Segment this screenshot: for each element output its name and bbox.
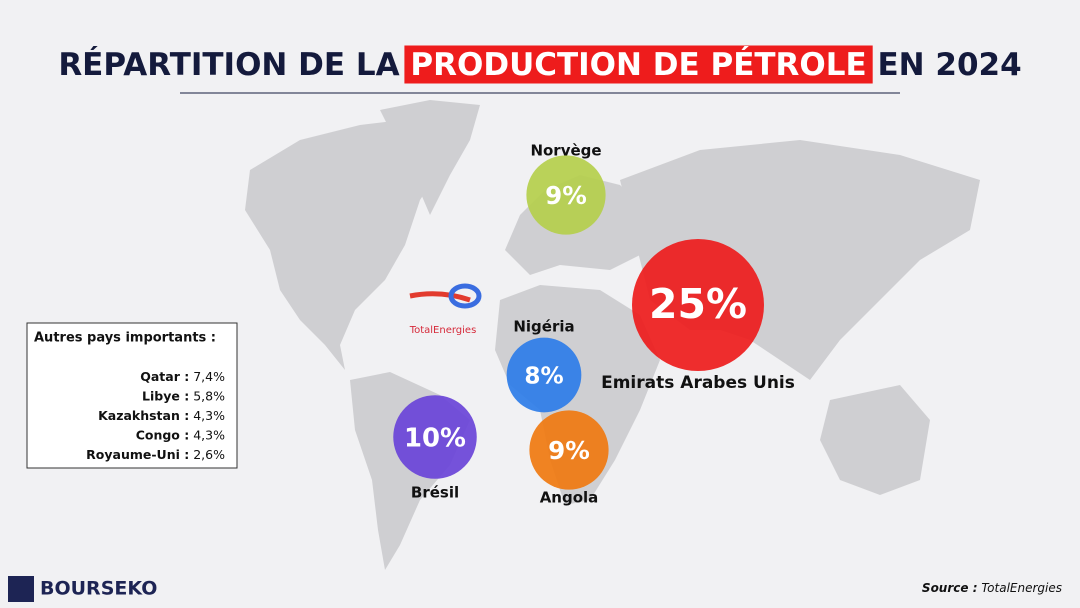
bubble-label: 9% — [548, 436, 590, 465]
others-country: Libye : — [142, 388, 189, 403]
others-country: Congo : — [136, 427, 190, 442]
bubble — [526, 155, 606, 235]
bubble-label: 25% — [649, 280, 747, 328]
country-label: Norvège — [530, 142, 601, 160]
source-text: TotalEnergies — [981, 581, 1062, 595]
others-value: 2,6% — [193, 447, 225, 462]
country-label: Emirats Arabes Unis — [601, 373, 795, 393]
source-label: Source : — [922, 581, 978, 595]
bubble-label: 9% — [545, 181, 587, 210]
title-before: RÉPARTITION DE LA — [58, 47, 399, 83]
others-value: 5,8% — [193, 388, 225, 403]
others-entry: Congo :4,3% — [136, 427, 225, 442]
bubble — [393, 395, 477, 479]
others-frame — [26, 322, 238, 469]
bubble — [632, 239, 764, 371]
greenland — [380, 100, 480, 215]
others-country: Royaume-Uni : — [86, 447, 189, 462]
world-map — [245, 100, 980, 570]
others-entry: Qatar : 7,4% — [140, 369, 225, 384]
others-box: Autres pays importants : Qatar : 7,4% Liby… — [26, 322, 238, 469]
logo-mark — [448, 283, 482, 309]
source: Source : TotalEnergies — [922, 581, 1062, 595]
bubble-label: 8% — [524, 364, 563, 390]
brand: BOURSEKO — [8, 576, 157, 602]
logo-text: TotalEnergies — [409, 325, 477, 336]
bubble-label: 10% — [404, 424, 466, 454]
title-after: EN 2024 — [877, 47, 1021, 83]
logo: TotalEnergies — [409, 283, 482, 336]
others-entry: Libye : 5,8% — [142, 388, 225, 403]
brand-name: BOURSEKO — [40, 578, 157, 600]
others-country: Kazakhstan : — [98, 408, 189, 423]
others-entry: Royaume-Uni : 2,6% — [86, 447, 225, 462]
title-highlight-bg — [404, 45, 873, 84]
country-label: Brésil — [411, 484, 459, 502]
others-country: Qatar : — [140, 369, 189, 384]
others-value: 7,4% — [193, 369, 225, 384]
others-value: 4,3% — [193, 408, 225, 423]
others-value: 4,3% — [193, 427, 225, 442]
title: RÉPARTITION DE LA PRODUCTION DE PÉTROLE … — [58, 47, 1021, 83]
title-highlight: PRODUCTION DE PÉTROLE — [410, 47, 866, 83]
country-label: Angola — [540, 489, 599, 507]
australia — [820, 385, 930, 495]
logo-mark — [409, 291, 471, 303]
others-title: Autres pays importants : — [34, 331, 216, 346]
others-entry: Kazakhstan : 4,3% — [98, 408, 225, 423]
north-america — [245, 118, 450, 370]
bubble — [506, 337, 582, 413]
country-label: Nigéria — [513, 318, 574, 336]
bubble — [529, 410, 609, 490]
brand-icon — [8, 576, 34, 602]
